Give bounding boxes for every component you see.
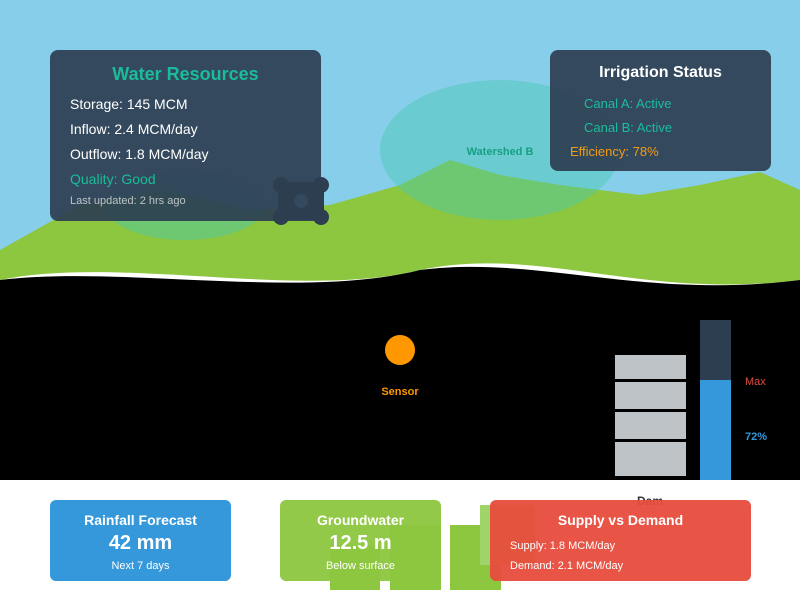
supply-demand-card[interactable]: Supply vs Demand Supply: 1.8 MCM/day Dem… bbox=[490, 500, 751, 581]
watershed-b-label: Watershed B bbox=[467, 146, 534, 158]
dam-structure[interactable] bbox=[615, 355, 686, 476]
irrigation-status-title: Irrigation Status bbox=[599, 64, 722, 81]
groundwater-subtitle: Below surface bbox=[325, 560, 396, 572]
irrigation-status-panel: Irrigation Status Canal A: Active Canal … bbox=[550, 50, 771, 171]
canal-a-status: Canal A: Active bbox=[584, 96, 672, 111]
ground-area bbox=[0, 266, 800, 480]
groundwater-value: 12.5 m bbox=[329, 532, 392, 554]
supply-demand-title: Supply vs Demand bbox=[557, 512, 684, 528]
water-resources-title: Water Resources bbox=[112, 64, 259, 84]
move-handle-icon[interactable] bbox=[272, 176, 330, 226]
water-level-fill bbox=[700, 380, 731, 480]
outflow-value: Outflow: 1.8 MCM/day bbox=[70, 146, 209, 162]
rainfall-value: 42 mm bbox=[108, 532, 173, 554]
quality-value: Quality: Good bbox=[70, 171, 156, 187]
canal-b-status: Canal B: Active bbox=[584, 120, 673, 135]
rainfall-forecast-card[interactable]: Rainfall Forecast 42 mm Next 7 days bbox=[50, 500, 231, 581]
groundwater-card[interactable]: Groundwater 12.5 m Below surface bbox=[280, 500, 441, 581]
hills bbox=[0, 160, 800, 300]
demand-value: Demand: 2.1 MCM/day bbox=[510, 560, 624, 572]
water-resources-panel: Water Resources Storage: 145 MCM Inflow:… bbox=[50, 50, 321, 221]
groundwater-title: Groundwater bbox=[316, 512, 405, 528]
rainfall-title: Rainfall Forecast bbox=[84, 512, 197, 528]
inflow-value: Inflow: 2.4 MCM/day bbox=[70, 121, 198, 137]
gauge-percent-label: 72% bbox=[745, 431, 767, 443]
rainfall-subtitle: Next 7 days bbox=[111, 560, 170, 572]
supply-value: Supply: 1.8 MCM/day bbox=[510, 540, 616, 552]
sensor-label: Sensor bbox=[381, 386, 419, 398]
storage-value: Storage: 145 MCM bbox=[70, 96, 188, 112]
efficiency-value: Efficiency: 78% bbox=[570, 144, 659, 159]
gauge-max-label: Max bbox=[745, 376, 766, 388]
sensor-icon[interactable] bbox=[385, 335, 415, 365]
last-updated: Last updated: 2 hrs ago bbox=[70, 195, 186, 207]
